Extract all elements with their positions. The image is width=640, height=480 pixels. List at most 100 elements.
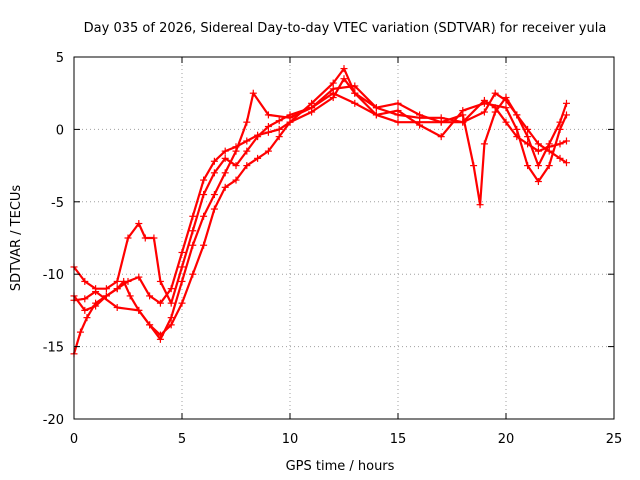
x-tick-label: 10 xyxy=(282,432,299,447)
data-point-day-2 xyxy=(146,321,154,329)
data-point-day-4 xyxy=(232,143,240,151)
data-point-day-1 xyxy=(513,133,521,141)
x-axis-title: GPS time / hours xyxy=(286,459,395,474)
data-point-day-4 xyxy=(562,111,570,119)
data-point-day-3 xyxy=(416,111,424,119)
data-point-day-1 xyxy=(254,154,262,162)
data-point-day-3 xyxy=(200,191,208,199)
data-point-day-2 xyxy=(156,335,164,343)
data-point-day-4 xyxy=(394,107,402,115)
data-point-day-4 xyxy=(156,299,164,307)
data-point-day-4 xyxy=(502,104,510,112)
data-point-day-3 xyxy=(189,227,197,235)
data-point-day-1 xyxy=(243,162,251,170)
data-point-day-4 xyxy=(459,107,467,115)
data-point-day-4 xyxy=(124,277,132,285)
data-point-day-1 xyxy=(264,147,272,155)
data-point-day-2 xyxy=(524,125,532,133)
data-point-day-3 xyxy=(275,117,283,125)
data-point-day-4 xyxy=(264,128,272,136)
x-tick-label: 25 xyxy=(606,432,623,447)
data-point-day-2 xyxy=(200,212,208,220)
data-point-day-3 xyxy=(81,277,89,285)
data-point-day-4 xyxy=(513,125,521,133)
data-point-day-4 xyxy=(243,137,251,145)
data-point-day-2 xyxy=(189,241,197,249)
data-point-day-2 xyxy=(562,159,570,167)
data-point-day-2 xyxy=(178,277,186,285)
data-point-day-3 xyxy=(286,111,294,119)
data-point-day-2 xyxy=(491,89,499,97)
x-tick-label: 20 xyxy=(498,432,515,447)
data-point-day-2 xyxy=(76,328,84,336)
data-point-day-4 xyxy=(275,125,283,133)
data-point-day-3 xyxy=(167,299,175,307)
data-point-day-1 xyxy=(178,299,186,307)
data-point-day-2 xyxy=(264,111,272,119)
data-point-day-3 xyxy=(92,285,100,293)
data-point-day-2 xyxy=(480,108,488,116)
y-tick-label: 0 xyxy=(56,123,64,138)
data-point-day-4 xyxy=(534,178,542,186)
data-point-day-4 xyxy=(81,306,89,314)
data-point-day-1 xyxy=(562,137,570,145)
data-point-day-3 xyxy=(232,162,240,170)
data-point-day-2 xyxy=(83,314,91,322)
data-point-day-3 xyxy=(545,140,553,148)
data-point-day-4 xyxy=(102,292,110,300)
y-tick-label: -15 xyxy=(43,341,64,356)
y-axis-title: SDTVAR / TECUs xyxy=(9,185,24,292)
data-point-day-3 xyxy=(556,118,564,126)
data-point-day-1 xyxy=(232,176,240,184)
data-point-day-3 xyxy=(513,111,521,119)
data-point-day-3 xyxy=(502,94,510,102)
x-tick-labels: 0 5 10 15 20 25 xyxy=(70,432,622,447)
data-point-day-3 xyxy=(135,220,143,228)
data-point-day-4 xyxy=(113,285,121,293)
data-point-day-2 xyxy=(135,306,143,314)
data-point-day-4 xyxy=(210,157,218,165)
data-point-day-4 xyxy=(545,162,553,170)
data-point-day-1 xyxy=(524,140,532,148)
data-point-day-4 xyxy=(254,131,262,139)
data-point-day-4 xyxy=(416,121,424,129)
data-point-day-3 xyxy=(124,234,132,242)
x-tick-label: 0 xyxy=(70,432,78,447)
y-tick-label: -5 xyxy=(51,196,64,211)
series-trace-day-4 xyxy=(73,67,568,312)
data-point-day-1 xyxy=(275,133,283,141)
data-point-day-1 xyxy=(200,241,208,249)
data-point-day-4 xyxy=(221,147,229,155)
data-point-day-3 xyxy=(480,140,488,148)
data-point-day-1 xyxy=(210,205,218,213)
data-point-day-1 xyxy=(534,147,542,155)
data-point-day-4 xyxy=(178,248,186,256)
data-point-day-1 xyxy=(189,270,197,278)
data-point-day-3 xyxy=(534,162,542,170)
data-point-day-3 xyxy=(351,82,359,90)
data-point-day-3 xyxy=(243,147,251,155)
data-point-day-3 xyxy=(524,133,532,141)
series-traces xyxy=(72,67,568,355)
data-point-day-2 xyxy=(394,118,402,126)
data-point-day-4 xyxy=(329,79,337,87)
data-point-day-4 xyxy=(524,162,532,170)
data-point-day-3 xyxy=(394,99,402,107)
data-point-day-3 xyxy=(113,277,121,285)
data-point-day-4 xyxy=(286,118,294,126)
data-point-day-2 xyxy=(243,118,251,126)
data-point-day-3 xyxy=(141,234,149,242)
data-point-day-3 xyxy=(476,201,484,209)
chart-title: Day 035 of 2026, Sidereal Day-to-day VTE… xyxy=(84,21,607,36)
data-point-day-2 xyxy=(126,292,134,300)
data-point-day-2 xyxy=(534,140,542,148)
data-point-day-1 xyxy=(340,75,348,83)
data-point-day-4 xyxy=(135,273,143,281)
data-point-day-2 xyxy=(459,118,467,126)
data-point-day-4 xyxy=(146,292,154,300)
x-tick-label: 15 xyxy=(390,432,407,447)
data-point-day-3 xyxy=(491,108,499,116)
y-tick-label: -10 xyxy=(43,268,64,283)
data-point-day-3 xyxy=(372,104,380,112)
